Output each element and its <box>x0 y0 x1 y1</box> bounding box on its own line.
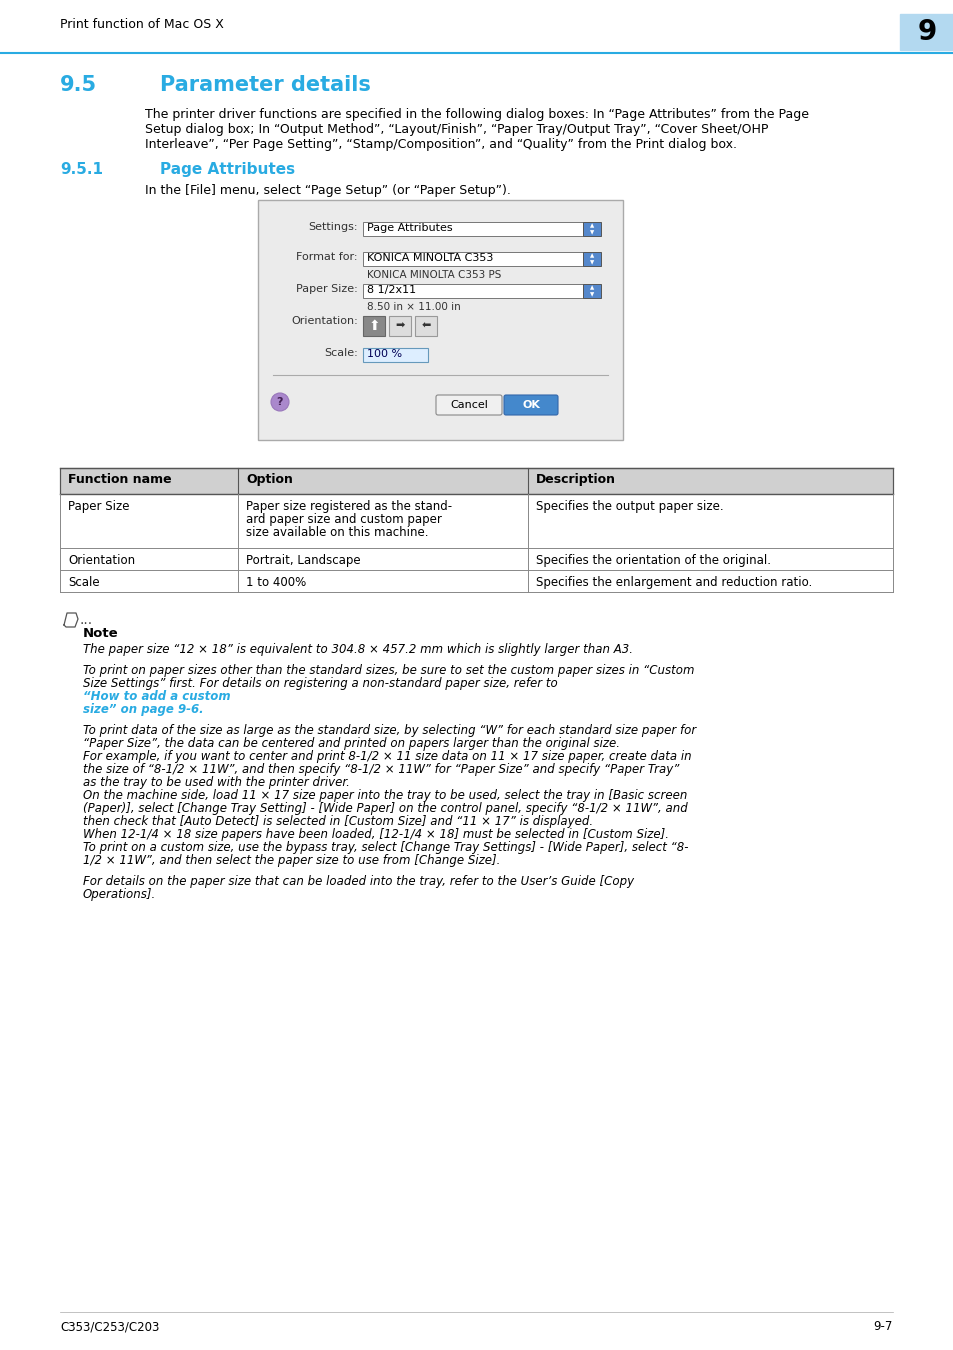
Text: ▲
▼: ▲ ▼ <box>589 223 594 235</box>
Text: 9-7: 9-7 <box>873 1320 892 1332</box>
Text: Note: Note <box>83 626 118 640</box>
Text: size available on this machine.: size available on this machine. <box>246 526 428 539</box>
Text: Orientation:: Orientation: <box>291 316 357 325</box>
Text: the size of “8-1/2 × 11W”, and then specify “8-1/2 × 11W” for “Paper Size” and s: the size of “8-1/2 × 11W”, and then spec… <box>83 763 679 776</box>
Text: Scale:: Scale: <box>324 348 357 358</box>
Text: ?: ? <box>276 397 283 406</box>
Text: Page Attributes: Page Attributes <box>160 162 294 177</box>
Text: To print on paper sizes other than the standard sizes, be sure to set the custom: To print on paper sizes other than the s… <box>83 664 694 676</box>
Text: 9: 9 <box>917 18 936 46</box>
Bar <box>899 14 953 50</box>
Text: ➡: ➡ <box>395 321 404 331</box>
Text: Description: Description <box>536 472 616 486</box>
Text: Format for:: Format for: <box>296 252 357 262</box>
Bar <box>60 468 892 494</box>
Text: Size Settings” first. For details on registering a non-standard paper size, refe: Size Settings” first. For details on reg… <box>83 676 561 690</box>
Text: ⬆: ⬆ <box>368 319 379 333</box>
Text: ard paper size and custom paper: ard paper size and custom paper <box>246 513 441 526</box>
Text: size” on page 9-6.: size” on page 9-6. <box>83 703 203 716</box>
FancyBboxPatch shape <box>436 396 501 414</box>
Text: ...: ... <box>80 613 93 626</box>
Text: Paper Size: Paper Size <box>68 500 130 513</box>
Text: Cancel: Cancel <box>450 400 487 410</box>
Bar <box>363 252 582 266</box>
Text: then check that [Auto Detect] is selected in [Custom Size] and “11 × 17” is disp: then check that [Auto Detect] is selecte… <box>83 815 593 828</box>
Text: Settings:: Settings: <box>308 221 357 232</box>
Bar <box>582 221 600 236</box>
Text: Specifies the output paper size.: Specifies the output paper size. <box>536 500 723 513</box>
Text: For details on the paper size that can be loaded into the tray, refer to the Use: For details on the paper size that can b… <box>83 875 634 888</box>
Text: Option: Option <box>246 472 293 486</box>
Bar <box>415 316 436 336</box>
Text: OK: OK <box>521 400 539 410</box>
Text: (Paper)], select [Change Tray Setting] - [Wide Paper] on the control panel, spec: (Paper)], select [Change Tray Setting] -… <box>83 802 687 815</box>
Bar <box>363 284 582 298</box>
Text: “How to add a custom: “How to add a custom <box>83 690 231 703</box>
Text: ⬅: ⬅ <box>421 321 430 331</box>
Text: Page Attributes: Page Attributes <box>367 223 452 234</box>
Text: To print data of the size as large as the standard size, by selecting “W” for ea: To print data of the size as large as th… <box>83 724 696 737</box>
Text: Parameter details: Parameter details <box>160 76 371 95</box>
Text: When 12-1/4 × 18 size papers have been loaded, [12-1/4 × 18] must be selected in: When 12-1/4 × 18 size papers have been l… <box>83 828 668 841</box>
Text: Function name: Function name <box>68 472 172 486</box>
Circle shape <box>271 393 289 410</box>
Bar <box>389 316 411 336</box>
Text: Scale: Scale <box>68 576 99 589</box>
Bar <box>60 494 892 548</box>
Bar <box>257 200 622 440</box>
Text: Setup dialog box; In “Output Method”, “Layout/Finish”, “Paper Tray/Output Tray”,: Setup dialog box; In “Output Method”, “L… <box>145 123 767 136</box>
Text: Print function of Mac OS X: Print function of Mac OS X <box>60 18 224 31</box>
Text: “Paper Size”, the data can be centered and printed on papers larger than the ori: “Paper Size”, the data can be centered a… <box>83 737 619 751</box>
Bar <box>582 252 600 266</box>
Text: Paper size registered as the stand-: Paper size registered as the stand- <box>246 500 452 513</box>
Text: The printer driver functions are specified in the following dialog boxes: In “Pa: The printer driver functions are specifi… <box>145 108 808 122</box>
Text: ▲
▼: ▲ ▼ <box>589 252 594 265</box>
Text: 1 to 400%: 1 to 400% <box>246 576 306 589</box>
FancyBboxPatch shape <box>503 396 558 414</box>
Text: Paper Size:: Paper Size: <box>296 284 357 294</box>
Bar <box>60 548 892 570</box>
Text: Specifies the enlargement and reduction ratio.: Specifies the enlargement and reduction … <box>536 576 811 589</box>
Text: Portrait, Landscape: Portrait, Landscape <box>246 554 360 567</box>
Text: 1/2 × 11W”, and then select the paper size to use from [Change Size].: 1/2 × 11W”, and then select the paper si… <box>83 855 500 867</box>
Text: To print on a custom size, use the bypass tray, select [Change Tray Settings] - : To print on a custom size, use the bypas… <box>83 841 688 855</box>
Text: Orientation: Orientation <box>68 554 135 567</box>
Bar <box>363 316 385 336</box>
Text: KONICA MINOLTA C353: KONICA MINOLTA C353 <box>367 252 493 263</box>
Text: 100 %: 100 % <box>367 350 402 359</box>
Text: Operations].: Operations]. <box>83 888 156 900</box>
Bar <box>363 348 428 362</box>
Bar <box>60 570 892 593</box>
Text: 8.50 in × 11.00 in: 8.50 in × 11.00 in <box>367 302 460 312</box>
Text: as the tray to be used with the printer driver.: as the tray to be used with the printer … <box>83 776 350 788</box>
Bar <box>363 221 582 236</box>
Text: C353/C253/C203: C353/C253/C203 <box>60 1320 159 1332</box>
Text: The paper size “12 × 18” is equivalent to 304.8 × 457.2 mm which is slightly lar: The paper size “12 × 18” is equivalent t… <box>83 643 633 656</box>
Text: For example, if you want to center and print 8-1/2 × 11 size data on 11 × 17 siz: For example, if you want to center and p… <box>83 751 691 763</box>
Text: Specifies the orientation of the original.: Specifies the orientation of the origina… <box>536 554 770 567</box>
Text: 9.5: 9.5 <box>60 76 97 95</box>
Bar <box>582 284 600 298</box>
Text: 8 1/2x11: 8 1/2x11 <box>367 285 416 296</box>
Text: Interleave”, “Per Page Setting”, “Stamp/Composition”, and “Quality” from the Pri: Interleave”, “Per Page Setting”, “Stamp/… <box>145 138 737 151</box>
Text: On the machine side, load 11 × 17 size paper into the tray to be used, select th: On the machine side, load 11 × 17 size p… <box>83 788 687 802</box>
Text: 9.5.1: 9.5.1 <box>60 162 103 177</box>
Text: KONICA MINOLTA C353 PS: KONICA MINOLTA C353 PS <box>367 270 501 279</box>
Text: In the [File] menu, select “Page Setup” (or “Paper Setup”).: In the [File] menu, select “Page Setup” … <box>145 184 511 197</box>
Text: ▲
▼: ▲ ▼ <box>589 285 594 297</box>
